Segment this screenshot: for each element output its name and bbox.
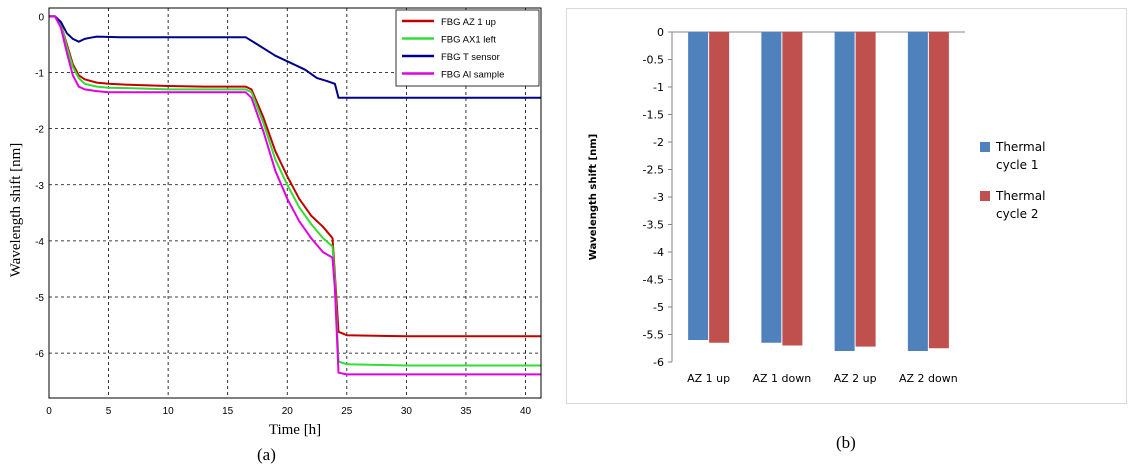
- chart-b-tick-labels: 0 -0.5 -1 -1.5 -2 -2.5 -3 -3.5 -4 -4.5 -5 -5.5 -6 AZ …: [643, 26, 958, 385]
- chart-b-bar: [834, 32, 855, 351]
- chart-a-plot-frame: [48, 7, 542, 399]
- chart-a-legend: FBG AZ 1 up FBG AX1 left FBG T sensor FBG A…: [395, 9, 540, 87]
- chart-b-y-tick-label: -0.5: [643, 54, 664, 67]
- chart-b-y-axis-label: Wavelength shift [nm]: [588, 134, 599, 260]
- chart-a-legend-label: FBG AX1 left: [441, 35, 496, 46]
- chart-b-legend-label: cycle 2: [996, 207, 1038, 221]
- chart-a-x-tick-label: 15: [222, 406, 234, 417]
- chart-a-y-tick-label: 0: [38, 12, 44, 23]
- chart-a-series-line: [49, 15, 541, 376]
- chart-b-y-tick-label: -3: [653, 191, 664, 204]
- chart-b-x-tick-label: AZ 1 down: [753, 372, 812, 385]
- chart-b-y-tick-label: -1: [653, 81, 664, 94]
- chart-b-legend-swatch: [980, 191, 990, 201]
- chart-a-y-tick-label: -5: [35, 293, 44, 304]
- chart-a-y-tick-label: -3: [35, 181, 44, 192]
- chart-b-bar: [782, 32, 803, 346]
- chart-a-x-tick-label: 20: [282, 406, 294, 417]
- chart-b-y-tick-label: -5: [653, 301, 664, 314]
- chart-a-y-tick-label: -1: [35, 69, 44, 80]
- chart-a-legend-label: FBG AZ 1 up: [441, 17, 496, 28]
- chart-b-bar: [709, 32, 730, 343]
- chart-b-y-tick-label: -5.5: [643, 329, 664, 342]
- chart-a-y-axis-label: Wavelength shift [nm]: [8, 143, 24, 278]
- chart-a-series-line: [49, 15, 541, 99]
- chart-a-x-axis-label: Time [h]: [269, 422, 321, 438]
- chart-a-x-tick-label: 30: [401, 406, 413, 417]
- chart-a-legend-label: FBG Al sample: [441, 70, 504, 81]
- panel-label-a: (a): [257, 445, 276, 464]
- chart-b-x-tick-label: AZ 2 down: [899, 372, 958, 385]
- chart-a-series-line: [49, 15, 541, 338]
- chart-b-y-tick-label: -2: [653, 136, 664, 149]
- chart-a-x-tick-label: 5: [106, 406, 112, 417]
- chart-b-legend-label: cycle 1: [996, 158, 1038, 172]
- chart-b-bar: [688, 32, 709, 340]
- chart-a-x-tick-label: 40: [520, 406, 532, 417]
- chart-b-bar: [907, 32, 928, 351]
- chart-b-legend-swatch: [980, 142, 990, 152]
- chart-b-legend-label: Thermal: [995, 140, 1045, 154]
- chart-b-y-tick-label: -4.5: [643, 274, 664, 287]
- chart-a-x-tick-label: 25: [341, 406, 353, 417]
- chart-b-bar: [855, 32, 876, 347]
- chart-b-bar: [761, 32, 782, 343]
- chart-b-legend-label: Thermal: [995, 189, 1045, 203]
- chart-b-x-tick-label: AZ 2 up: [834, 372, 877, 385]
- chart-a-y-tick-label: -4: [35, 237, 44, 248]
- chart-a-y-tick-label: -6: [35, 349, 44, 360]
- chart-a-y-tick-label: -2: [35, 125, 44, 136]
- chart-b-y-tick-label: 0: [657, 26, 664, 39]
- chart-a-grid: [49, 8, 541, 398]
- chart-a-tick-labels: 0 5 10 15 20 25 30 35 40 0 -1 -2 -3 -4 -5 -6: [35, 12, 531, 417]
- chart-b-y-tick-label: -2.5: [643, 164, 664, 177]
- chart-b-x-tick-label: AZ 1 up: [687, 372, 730, 385]
- chart-b: 0 -0.5 -1 -1.5 -2 -2.5 -3 -3.5 -4 -4.5 -5 -5.5 -6 AZ …: [588, 26, 1045, 385]
- chart-a-legend-label: FBG T sensor: [441, 52, 500, 63]
- chart-b-y-tick-label: -6: [653, 356, 664, 369]
- chart-b-bars: [688, 32, 949, 351]
- chart-b-frame: 0 -0.5 -1 -1.5 -2 -2.5 -3 -3.5 -4 -4.5 -5 -5.5 -6 AZ …: [566, 8, 1127, 404]
- chart-b-y-tick-label: -1.5: [643, 109, 664, 122]
- chart-b-bar: [928, 32, 949, 349]
- chart-a-x-tick-label: 0: [46, 406, 52, 417]
- chart-b-legend: Thermal cycle 1 Thermal cycle 2: [980, 140, 1045, 221]
- chart-b-y-tick-label: -4: [653, 246, 664, 259]
- chart-a: 0 5 10 15 20 25 30 35 40 0 -1 -2 -3 -4 -5 -6 Time [h] W…: [8, 7, 542, 438]
- chart-a-x-tick-label: 35: [460, 406, 472, 417]
- chart-a-series-line: [49, 15, 541, 367]
- chart-b-y-tick-label: -3.5: [643, 219, 664, 232]
- panel-label-b: (b): [836, 433, 856, 452]
- chart-a-x-tick-label: 10: [163, 406, 175, 417]
- chart-a-series-lines: [49, 15, 541, 376]
